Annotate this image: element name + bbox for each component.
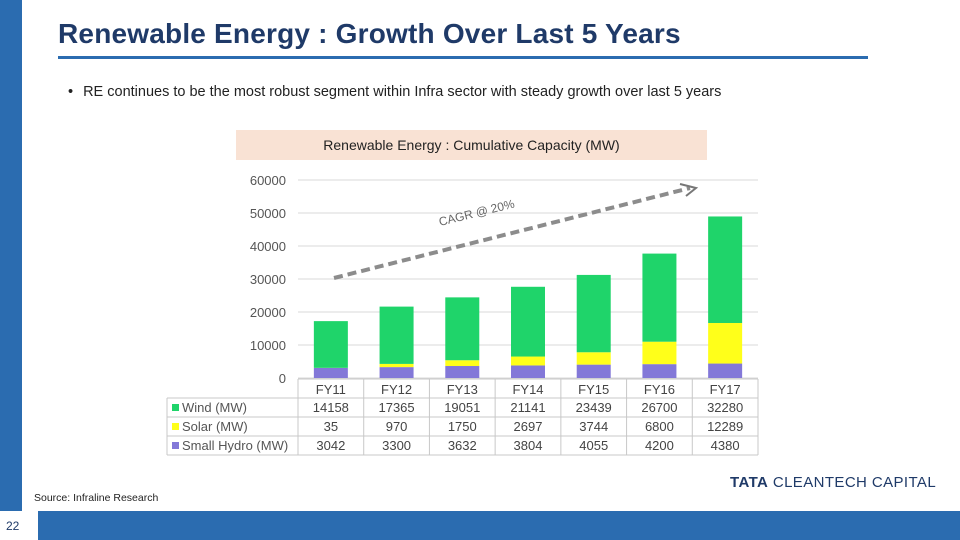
- y-tick-label: 30000: [250, 272, 286, 287]
- data-label: 3042: [316, 438, 345, 453]
- bar-segment: [379, 367, 414, 378]
- y-tick-label: 0: [279, 371, 286, 386]
- bar-segment: [511, 286, 545, 357]
- bar-segment: [576, 352, 611, 365]
- x-tick-label: FY11: [316, 382, 346, 397]
- page-number: 22: [6, 519, 20, 533]
- data-label: 3804: [514, 438, 543, 453]
- company-logo: TATA CLEANTECH CAPITAL: [730, 474, 936, 491]
- data-label: 19051: [444, 400, 480, 415]
- legend-swatch: [172, 404, 179, 411]
- bar-segment: [379, 306, 414, 364]
- bottom-bar-notch: [0, 511, 38, 540]
- y-tick-label: 20000: [250, 305, 286, 320]
- bottom-accent-bar: [0, 511, 960, 540]
- bar-segment: [445, 366, 480, 378]
- bar-segment: [576, 364, 611, 378]
- data-label: 970: [386, 419, 408, 434]
- x-tick-label: FY13: [447, 382, 478, 397]
- source-note: Source: Infraline Research: [34, 492, 159, 504]
- bar-segment: [642, 341, 677, 365]
- title-underline: [58, 56, 868, 59]
- bar-segment: [642, 253, 677, 342]
- bar-segment: [708, 363, 743, 378]
- bullet-dot: •: [68, 84, 74, 100]
- legend-label: Wind (MW): [182, 400, 247, 415]
- data-label: 2697: [514, 419, 543, 434]
- data-label: 3632: [448, 438, 477, 453]
- data-label: 32280: [707, 400, 743, 415]
- legend-label: Small Hydro (MW): [182, 438, 288, 453]
- left-accent-bar: [0, 0, 22, 540]
- logo-text: CLEANTECH CAPITAL: [768, 474, 937, 491]
- data-label: 12289: [707, 419, 743, 434]
- data-label: 14158: [313, 400, 349, 415]
- bar-segment: [708, 322, 743, 364]
- y-tick-label: 50000: [250, 206, 286, 221]
- data-label: 4200: [645, 438, 674, 453]
- cagr-annotation: CAGR @ 20%: [437, 196, 516, 228]
- y-tick-label: 10000: [250, 338, 286, 353]
- chart-title: Renewable Energy : Cumulative Capacity (…: [236, 130, 707, 160]
- data-label: 4055: [579, 438, 608, 453]
- data-label: 35: [324, 419, 338, 434]
- bullet-point: • RE continues to be the most robust segm…: [68, 84, 721, 100]
- y-tick-label: 40000: [250, 239, 286, 254]
- x-tick-label: FY16: [644, 382, 675, 397]
- cagr-arrow-head: [679, 183, 699, 197]
- logo-brand: TATA: [730, 474, 769, 491]
- bar-segment: [642, 364, 677, 378]
- bar-segment: [313, 367, 348, 378]
- x-tick-label: FY14: [512, 382, 543, 397]
- legend-label: Solar (MW): [182, 419, 248, 434]
- y-tick-label: 60000: [250, 173, 286, 188]
- x-tick-label: FY17: [710, 382, 741, 397]
- data-label: 21141: [510, 400, 545, 415]
- data-label: 6800: [645, 419, 674, 434]
- x-tick-label: FY15: [578, 382, 609, 397]
- data-label: 3744: [579, 419, 608, 434]
- data-label: 3300: [382, 438, 411, 453]
- x-tick-label: FY12: [381, 382, 412, 397]
- data-label: 17365: [378, 400, 414, 415]
- bar-segment: [708, 216, 743, 323]
- legend-swatch: [172, 423, 179, 430]
- bar-segment: [511, 365, 545, 378]
- data-label: 4380: [711, 438, 740, 453]
- bar-segment: [511, 356, 545, 366]
- bar-segment: [445, 297, 480, 361]
- data-label: 1750: [448, 419, 477, 434]
- bullet-text: RE continues to be the most robust segme…: [83, 84, 722, 100]
- legend-swatch: [172, 442, 179, 449]
- bar-segment: [313, 321, 348, 368]
- bar-segment: [445, 360, 480, 367]
- slide-title: Renewable Energy : Growth Over Last 5 Ye…: [58, 18, 681, 49]
- bar-segment: [576, 274, 611, 353]
- bar-segment: [379, 363, 414, 368]
- data-label: 23439: [576, 400, 612, 415]
- cagr-arrow-line: [333, 186, 691, 280]
- data-label: 26700: [641, 400, 677, 415]
